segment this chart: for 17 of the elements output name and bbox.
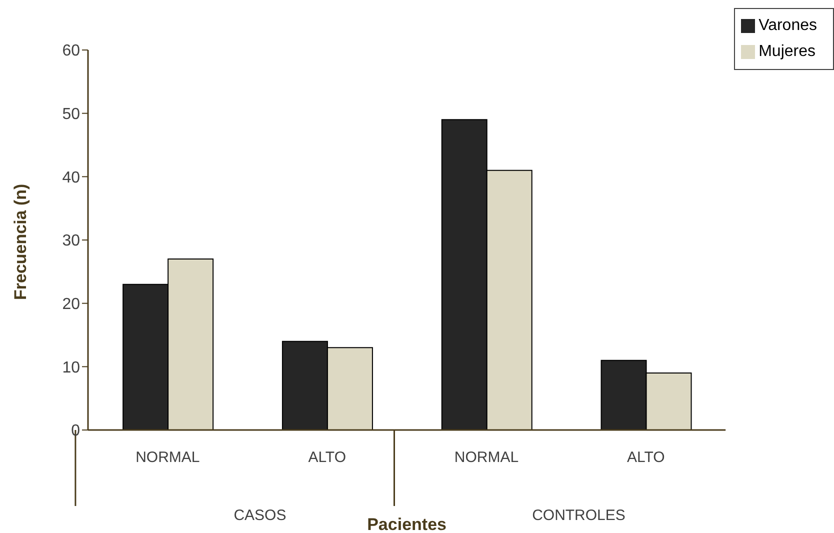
y-tick-label: 0 (71, 422, 80, 440)
y-tick-label: 10 (62, 359, 80, 376)
text: CONTROLES (532, 507, 626, 524)
y-tick-label: 60 (62, 42, 80, 60)
legend-label: Mujeres (758, 43, 816, 60)
x-tick-label: NORMAL (136, 449, 200, 466)
x-tick-label: NORMAL (454, 449, 519, 466)
y-tick-label: 20 (62, 296, 80, 314)
y-tick-label: 40 (62, 169, 80, 186)
y-axis-title: Frecuencia (n) (11, 184, 30, 300)
legend-label: Varones (758, 17, 817, 34)
y-tick-label: 30 (62, 232, 80, 250)
x-axis-title: Pacientes (367, 515, 446, 533)
text: CASOS (234, 507, 286, 524)
x-tick-label: ALTO (308, 449, 346, 466)
y-tick-label: 50 (62, 106, 80, 124)
x-tick-label: ALTO (626, 449, 665, 466)
